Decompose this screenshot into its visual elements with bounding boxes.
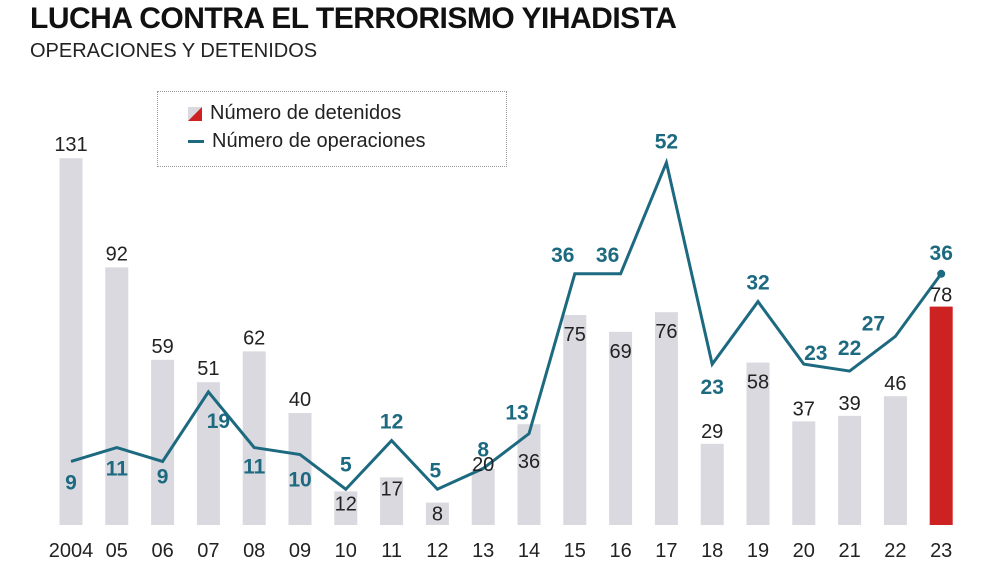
x-tick-11: 11 [381,540,402,562]
x-tick-19: 19 [747,540,769,562]
legend-label-operaciones: Número de operaciones [212,130,426,152]
x-tick-06: 06 [151,540,173,562]
x-tick-05: 05 [106,540,128,562]
bar-label-12: 8 [432,504,443,526]
legend: Número de detenidos Número de operacione… [157,91,507,167]
ops-label-13: 8 [477,438,489,461]
ops-label-14: 13 [505,402,528,425]
bar-08 [242,351,266,525]
legend-bar-swatch-icon [188,106,202,121]
ops-label-08: 11 [243,456,266,479]
legend-label-detenidos: Número de detenidos [210,102,402,124]
bar-09 [288,413,312,525]
x-tick-13: 13 [472,540,494,562]
bar-06 [151,359,175,525]
ops-label-12: 5 [430,459,442,482]
bar-18 [700,443,724,525]
bar-14 [517,424,541,525]
ops-label-07: 19 [207,410,230,433]
bar-15 [563,315,587,525]
bar-20 [792,421,816,525]
bar-label-11: 17 [380,478,402,500]
chart-title: LUCHA CONTRA EL TERRORISMO YIHADISTA [30,2,677,35]
x-tick-12: 12 [426,540,448,562]
x-tick-18: 18 [701,540,723,562]
bar-label-09: 40 [289,389,311,411]
x-tick-10: 10 [335,540,357,562]
ops-label-17: 52 [655,131,678,154]
x-tick-14: 14 [518,540,540,562]
x-tick-15: 15 [564,540,586,562]
legend-item-operaciones: Número de operaciones [188,130,425,153]
bar-05 [105,267,129,525]
ops-label-20: 23 [804,342,827,365]
ops-label-19: 32 [746,272,769,295]
x-tick-08: 08 [243,540,265,562]
operaciones-end-point [937,269,946,278]
bar-10 [334,491,358,525]
ops-label-09: 10 [288,469,311,492]
legend-item-detenidos: Número de detenidos [188,102,401,125]
bar-label-2004: 131 [54,134,87,156]
ops-label-15: 36 [551,244,574,267]
x-tick-2004: 2004 [49,540,94,562]
x-tick-07: 07 [197,540,219,562]
operaciones-line [70,157,943,492]
bar-label-14: 36 [518,451,540,473]
x-tick-09: 09 [289,540,311,562]
x-tick-22: 22 [884,540,906,562]
bar-label-07: 51 [197,358,219,380]
bar-label-18: 29 [701,421,723,443]
x-tick-21: 21 [838,540,860,562]
bar-label-06: 59 [151,336,173,358]
bar-label-22: 46 [884,373,906,395]
bar-12 [425,502,449,525]
ops-label-23: 36 [930,242,953,265]
bar-23 [929,306,953,525]
ops-label-21: 22 [838,337,861,360]
bar-label-08: 62 [243,327,265,349]
ops-label-18: 23 [701,376,724,399]
bar-07 [196,382,220,525]
ops-label-06: 9 [157,465,169,488]
bar-label-21: 39 [838,393,860,415]
ops-label-16: 36 [596,244,619,267]
bar-19 [746,362,770,525]
bar-label-15: 75 [564,324,586,346]
bar-22 [883,396,907,525]
bar-17 [654,312,678,525]
bar-label-10: 12 [335,493,357,515]
bar-label-17: 76 [655,321,677,343]
ops-label-10: 5 [340,453,352,476]
bar-13 [471,469,495,525]
chart-subtitle: OPERACIONES Y DETENIDOS [30,40,318,62]
ops-label-05: 11 [106,458,129,481]
x-tick-20: 20 [793,540,815,562]
bar-label-20: 37 [793,398,815,420]
ops-label-22: 27 [862,312,885,335]
bar-label-23: 78 [930,285,952,307]
bar-16 [609,331,633,525]
x-tick-17: 17 [655,540,677,562]
bar-21 [838,415,862,525]
bar-label-19: 58 [747,372,769,394]
bar-label-16: 69 [609,341,631,363]
ops-label-2004: 9 [65,471,77,494]
legend-line-swatch-icon [188,140,204,143]
x-tick-23: 23 [930,540,952,562]
ops-label-11: 12 [380,411,403,434]
bar-label-13: 20 [472,454,494,476]
x-tick-16: 16 [609,540,631,562]
bar-11 [380,477,404,525]
bar-label-05: 92 [106,243,128,265]
bar-2004 [59,158,83,525]
